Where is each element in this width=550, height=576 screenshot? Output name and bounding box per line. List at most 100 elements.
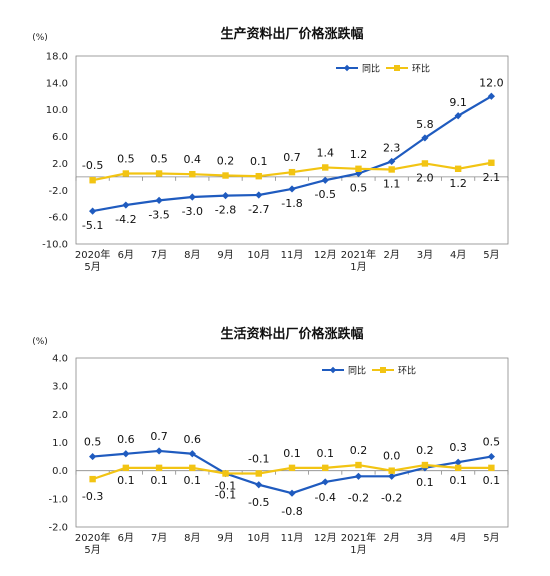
- data-label-yoy: -0.8: [281, 505, 302, 518]
- mom-point: [288, 168, 296, 176]
- x-tick-label: 3月: [417, 249, 433, 261]
- yoy-point: [122, 450, 130, 458]
- data-label-yoy: -5.1: [82, 219, 103, 232]
- data-label-yoy: -0.2: [381, 491, 402, 504]
- data-label-mom: 1.4: [316, 146, 334, 159]
- data-label-yoy: -0.2: [348, 491, 369, 504]
- yoy-point: [454, 458, 462, 466]
- mom-point: [454, 464, 462, 472]
- x-tick-label: 6月: [118, 249, 134, 261]
- yoy-point: [155, 196, 163, 204]
- x-tick-label: 8月: [184, 532, 200, 544]
- data-label-mom: 0.1: [150, 474, 168, 487]
- yoy-point: [221, 192, 230, 200]
- data-label-mom: -0.3: [82, 490, 103, 503]
- x-tick-label-line2: 1月: [350, 261, 366, 273]
- data-label-yoy: -0.5: [248, 496, 269, 509]
- mom-point: [488, 464, 495, 472]
- chart-title: 生活资料出厂价格涨跌幅: [220, 326, 363, 342]
- x-tick-label: 4月: [450, 532, 466, 544]
- legend-marker-yoy: [329, 366, 337, 374]
- x-tick-label: 10月: [247, 532, 270, 544]
- x-tick-label: 11月: [281, 249, 304, 261]
- mom-point: [388, 467, 395, 474]
- x-tick-label: 5月: [483, 532, 499, 544]
- data-label-yoy: 0.6: [117, 433, 135, 446]
- data-label-mom: 0.2: [416, 444, 434, 457]
- data-label-yoy: 0.3: [449, 441, 467, 454]
- yoy-point: [454, 112, 462, 120]
- mom-point: [421, 160, 429, 167]
- y-tick-label: -2.0: [48, 186, 68, 197]
- x-tick-label: 12月: [314, 532, 337, 544]
- y-unit-label: (%): [32, 337, 48, 347]
- mom-point: [122, 170, 130, 177]
- mom-point: [189, 170, 196, 178]
- yoy-point: [155, 447, 163, 455]
- yoy-point: [321, 176, 329, 184]
- data-label-mom: 0.1: [250, 155, 268, 168]
- data-label-mom: 0.1: [316, 447, 334, 460]
- mom-point: [122, 464, 130, 472]
- x-tick-label: 8月: [184, 249, 200, 261]
- y-tick-label: 0.0: [52, 466, 68, 477]
- y-tick-label: 6.0: [52, 132, 68, 143]
- data-label-yoy: -3.0: [182, 205, 203, 218]
- legend-marker-mom: [394, 65, 400, 71]
- x-tick-label-line2: 5月: [84, 261, 100, 273]
- legend-marker-mom: [380, 367, 386, 373]
- data-label-yoy: 0.5: [84, 436, 102, 449]
- data-label-yoy: 2.3: [383, 141, 401, 154]
- x-tick-label: 9月: [217, 532, 233, 544]
- data-label-yoy: 0.6: [184, 433, 202, 446]
- y-tick-label: 14.0: [46, 78, 68, 89]
- data-label-yoy: -3.5: [148, 208, 169, 221]
- data-label-mom: 0.1: [117, 474, 135, 487]
- data-label-mom: -0.1: [215, 479, 236, 492]
- data-label-mom: 0.5: [150, 153, 168, 166]
- legend-marker-yoy: [343, 64, 351, 72]
- mom-point: [388, 166, 395, 173]
- x-tick-label: 11月: [281, 532, 304, 544]
- yoy-point: [255, 481, 263, 489]
- yoy-point: [321, 478, 329, 486]
- y-tick-label: 10.0: [46, 105, 68, 116]
- data-label-yoy: -0.5: [314, 188, 335, 201]
- data-label-yoy: -2.8: [215, 204, 236, 217]
- data-label-mom: 0.5: [117, 153, 135, 166]
- mom-point: [355, 461, 362, 469]
- data-label-yoy: 5.8: [416, 118, 434, 131]
- data-label-yoy: 0.5: [483, 436, 501, 449]
- data-label-yoy: 9.1: [449, 96, 467, 109]
- data-label-mom: -0.5: [82, 159, 103, 172]
- yoy-point: [288, 489, 296, 497]
- legend-label-yoy: 同比: [348, 365, 366, 377]
- y-tick-label: 2.0: [52, 410, 68, 421]
- plot-frame: [75, 55, 509, 245]
- yoy-point: [188, 193, 196, 201]
- x-tick-label: 7月: [151, 249, 167, 261]
- data-label-mom: -0.1: [248, 452, 269, 465]
- data-label-mom: 1.1: [383, 177, 401, 190]
- yoy-point: [354, 472, 363, 480]
- yoy-point: [188, 450, 196, 458]
- data-label-yoy: -4.2: [115, 213, 136, 226]
- x-tick-label: 7月: [151, 532, 167, 544]
- yoy-point: [89, 207, 97, 215]
- mom-point: [322, 464, 329, 472]
- data-label-mom: 0.0: [383, 450, 401, 463]
- x-tick-label: 2月: [384, 532, 400, 544]
- data-label-mom: 0.1: [483, 474, 501, 487]
- legend-label-mom: 环比: [398, 365, 416, 377]
- data-label-mom: 0.2: [350, 444, 368, 457]
- mom-point: [421, 461, 429, 469]
- y-tick-label: 3.0: [52, 382, 68, 393]
- data-label-yoy: 0.7: [150, 430, 168, 443]
- yoy-point: [421, 134, 429, 142]
- y-tick-label: 2.0: [52, 159, 68, 170]
- y-tick-label: -2.0: [48, 523, 68, 534]
- data-label-mom: 0.4: [184, 153, 202, 166]
- yoy-point: [388, 472, 396, 480]
- yoy-point: [255, 191, 263, 199]
